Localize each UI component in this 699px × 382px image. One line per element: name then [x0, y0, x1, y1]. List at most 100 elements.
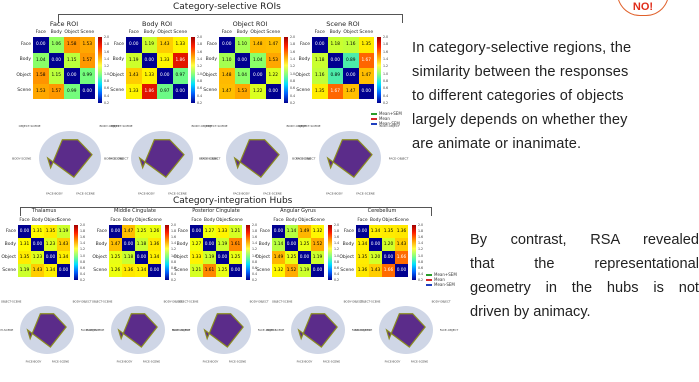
- colorbar-tick: 0.2: [290, 101, 296, 105]
- radar-polygon: [46, 139, 93, 178]
- matrix-cell: 0.00: [18, 225, 31, 238]
- radar-axis-label: BODY-SCENE: [12, 156, 31, 160]
- matrix-row-label: Face: [5, 228, 16, 234]
- matrix-col-label: Scene: [395, 218, 409, 223]
- colorbar: [191, 37, 195, 103]
- radar-axis-label: FACE-SCENE: [356, 191, 375, 195]
- radar-polygon: [326, 139, 373, 178]
- radar-polygon: [26, 313, 67, 348]
- matrix-col-label: Body: [122, 218, 135, 223]
- legend-label: Mean: [434, 277, 445, 282]
- colorbar-tick: 1.8: [383, 42, 389, 47]
- matrix-cell: 1.25: [298, 238, 311, 251]
- matrix-col-label: Face: [191, 218, 202, 223]
- radar-axis-label: FACE-BODY: [26, 359, 42, 363]
- matrix-cell: 1.49: [298, 225, 311, 238]
- radar-axis-label: FACE-OBJECT: [109, 156, 129, 160]
- matrix-cell: 1.25: [229, 251, 242, 264]
- matrix-col-label: Face: [221, 30, 232, 35]
- colorbar-tick: 1.8: [290, 42, 296, 47]
- matrix-cell: 1.10: [234, 37, 250, 53]
- matrix-row-label: Scene: [93, 267, 107, 273]
- hub-radar: OBJECT-SCENE BODY-OBJECT FACE-OBJECT FACE-S…: [86, 299, 190, 363]
- hub-radar: OBJECT-SCENE BODY-OBJECT FACE-OBJECT FACE-S…: [172, 299, 276, 363]
- matrix-row-label: Face: [113, 41, 124, 47]
- roi-matrix-title: Face ROI: [49, 20, 79, 28]
- matrix-col-label: Body: [236, 30, 248, 35]
- legend-item: Mean+SEM: [371, 111, 402, 116]
- no-speech-bubble: NO!: [617, 0, 669, 16]
- matrix-col-label: Body: [143, 30, 155, 35]
- radar-polygon: [117, 313, 158, 348]
- matrix-cell: 0.00: [141, 52, 157, 68]
- matrix-col-label: Object: [64, 30, 80, 35]
- matrix-cell: 1.33: [141, 68, 157, 84]
- matrix-row-label: Object: [1, 254, 16, 260]
- colorbar-tick: 1.0: [334, 253, 340, 258]
- matrix-cell: 0.00: [219, 37, 235, 53]
- colorbar: [165, 225, 169, 280]
- radar-axis-label: BODY-SCENE: [0, 328, 13, 332]
- matrix-col-label: Object: [216, 218, 231, 223]
- matrix-cell: 1.19: [203, 251, 216, 264]
- radar-axis-label: OBJECT-SCENE: [178, 299, 199, 303]
- colorbar-tick: 1.8: [334, 229, 340, 234]
- matrix-cell: 0.00: [285, 238, 298, 251]
- matrix-cell: 1.48: [219, 68, 235, 84]
- matrix-cell: 0.00: [109, 225, 122, 238]
- colorbar-tick: 1.2: [383, 64, 389, 69]
- colorbar-tick: 1.2: [197, 64, 203, 69]
- matrix-row-label: Object: [92, 254, 107, 260]
- matrix-col-label: Face: [35, 30, 46, 35]
- matrix-row-label: Object: [255, 254, 270, 260]
- radar-axis-label: BODY-SCENE: [354, 328, 372, 332]
- matrix-cell: 1.25: [109, 251, 122, 264]
- matrix-cell: 1.43: [157, 37, 173, 53]
- legend-swatch: [426, 273, 432, 276]
- matrix-col-label: Scene: [57, 218, 71, 223]
- matrix-col-label: Scene: [266, 30, 281, 35]
- colorbar: [74, 225, 78, 280]
- matrix-cell: 1.36: [356, 264, 369, 277]
- matrix-cell: 1.18: [312, 52, 328, 68]
- matrix-row-label: Face: [299, 41, 310, 47]
- matrix-col-label: Scene: [229, 218, 243, 223]
- colorbar-tick: 1.2: [104, 64, 110, 69]
- colorbar-tick: 1.0: [290, 71, 296, 76]
- colorbar-tick: 1.0: [383, 71, 389, 76]
- legend-swatch: [371, 117, 377, 120]
- matrix-cell: 1.16: [343, 37, 359, 53]
- matrix-cell: 1.25: [135, 225, 148, 238]
- matrix-cell: 1.57: [48, 83, 64, 99]
- colorbar-tick: 1.2: [290, 64, 296, 69]
- radar-axis-label: OBJECT-SCENE: [272, 299, 293, 303]
- matrix-cell: 1.53: [79, 37, 95, 53]
- matrix-cell: 0.00: [126, 37, 142, 53]
- matrix-cell: 1.34: [356, 238, 369, 251]
- matrix-cell: 1.57: [79, 52, 95, 68]
- matrix-row-label: Body: [176, 241, 188, 247]
- colorbar-tick: 1.2: [80, 247, 86, 252]
- legend-item: Mean-SEM: [371, 121, 402, 126]
- matrix-col-label: Face: [357, 218, 368, 223]
- matrix-col-label: Object: [343, 30, 359, 35]
- colorbar-tick: 0.6: [197, 86, 203, 91]
- matrix-cell: 0.00: [44, 251, 57, 264]
- matrix-cell: 1.26: [109, 264, 122, 277]
- radar-axis-label: FACE-SCENE: [143, 359, 161, 363]
- roi-radar: OBJECT-SCENE BODY-OBJECT FACE-OBJECT FACE-S…: [199, 124, 316, 196]
- matrix-cell: 1.19: [311, 251, 324, 264]
- matrix-row-label: Body: [258, 241, 270, 247]
- matrix-col-label: Object: [382, 218, 397, 223]
- matrix-row-label: Face: [259, 228, 270, 234]
- colorbar-tick: 1.6: [383, 49, 389, 54]
- colorbar-tick: 0.2: [80, 278, 86, 282]
- matrix-row-label: Face: [343, 228, 354, 234]
- matrix-cell: 1.33: [157, 52, 173, 68]
- matrix-cell: 1.34: [44, 264, 57, 277]
- matrix-col-label: Object: [135, 218, 150, 223]
- note2-line: that the representational: [470, 256, 699, 272]
- matrix-row-label: Object: [109, 72, 124, 78]
- colorbar-tick: 1.8: [104, 42, 110, 47]
- matrix-cell: 1.19: [57, 225, 70, 238]
